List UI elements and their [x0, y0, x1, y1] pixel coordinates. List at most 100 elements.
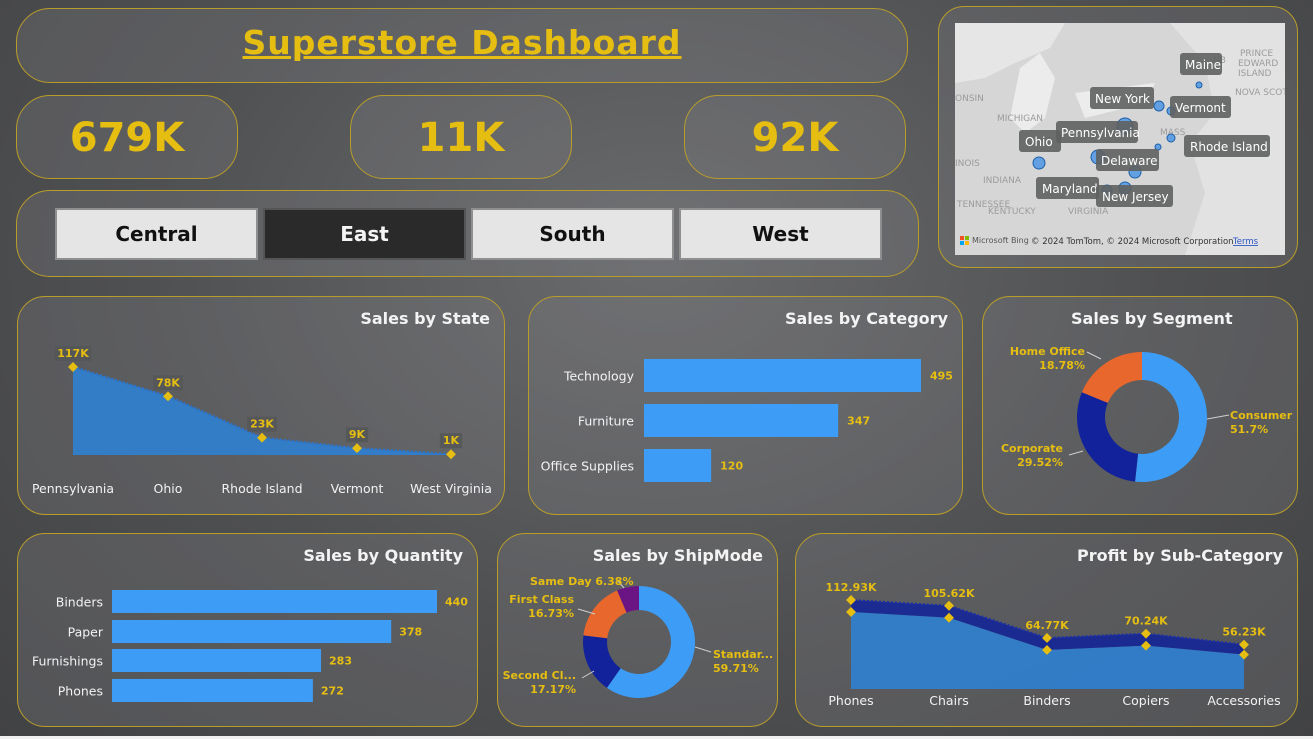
quantity-value-paper: 378: [399, 626, 422, 639]
state-area: [73, 367, 451, 455]
state-value-vermont-bg: [345, 427, 369, 443]
map-card: PRINCE EDWARD ISLAND NB NOVA SCOTI ONSIN…: [938, 6, 1298, 268]
quantity-bar-phones: [112, 679, 313, 702]
state-value-pennsylvania-bg: [54, 346, 92, 361]
quantity-value-phones: 272: [321, 685, 344, 698]
map-marker-maine[interactable]: [1195, 81, 1203, 89]
quantity-value-binders: 440: [445, 596, 468, 609]
quantity-bar-furnishings: [112, 649, 322, 672]
segment-label-corporate: Corporate: [1001, 442, 1063, 455]
map-marker-ohio[interactable]: [1032, 156, 1046, 170]
map-label-maryland-state: Maryland: [1042, 182, 1098, 196]
sales-by-category-title: Sales by Category: [784, 309, 948, 328]
region-button-east[interactable]: East: [263, 208, 466, 260]
quantity-label-furnishings: Furnishings: [32, 654, 103, 669]
sales-by-state-card: Sales by State 117K Pennsylvania 78K Ohio 23…: [17, 296, 505, 515]
map-label-new-york-state: New York: [1095, 92, 1150, 106]
profit-by-subcategory-title: Profit by Sub-Category: [1077, 546, 1283, 565]
map-lake-michigan: [1010, 53, 1055, 133]
segment-slice-consumer: [1135, 352, 1207, 482]
map-great-lakes-region: [955, 23, 1065, 83]
state-xlabel-ohio: Ohio: [154, 481, 183, 496]
map-label-virginia: VIRGINIA: [1068, 207, 1109, 217]
profit-xlabel-binders: Binders: [1023, 693, 1070, 708]
segment-value-corporate: 29.52%: [1017, 456, 1063, 469]
segment-value-home-office: 18.78%: [1039, 359, 1085, 372]
segment-leader-consumer: [1206, 414, 1230, 420]
map-attribution: © 2024 TomTom, © 2024 Microsoft Corporat…: [1031, 237, 1234, 247]
map-labels: Maine New York Vermont Pennsylvania Ohio…: [1019, 53, 1270, 207]
state-value-vermont: 9K: [349, 428, 366, 441]
profit-xlabel-phones: Phones: [828, 693, 873, 708]
map-label-edward: EDWARD: [1238, 59, 1278, 69]
region-button-south[interactable]: South: [471, 208, 674, 260]
state-xlabel-rhode-island: Rhode Island: [221, 481, 302, 496]
category-bar-furniture: [644, 404, 839, 437]
profit-point-lower-phones: [846, 607, 856, 617]
segment-slice-corporate: [1077, 392, 1139, 482]
shipmode-label-first: First Class: [509, 593, 574, 606]
map-visual[interactable]: PRINCE EDWARD ISLAND NB NOVA SCOTI ONSIN…: [955, 23, 1285, 255]
profit-xlabel-accessories: Accessories: [1207, 693, 1280, 708]
profit-point-upper-copiers: [1141, 628, 1151, 639]
profit-by-subcategory-chart[interactable]: 112.93K Phones 105.62K Chairs 64.77K Binders 7…: [796, 534, 1299, 728]
state-line: [72, 365, 452, 456]
map-terms-link[interactable]: Terms: [1232, 237, 1259, 247]
sales-by-shipmode-chart[interactable]: Standar...59.71% Second Cl...17.17% First …: [498, 534, 779, 728]
quantity-label-binders: Binders: [56, 595, 103, 610]
map-label-maine-state: Maine: [1185, 58, 1221, 72]
region-slicer: Central East South West: [16, 190, 919, 277]
profit-point-lower-copiers: [1141, 640, 1151, 651]
map-marker-rhode-island[interactable]: [1166, 133, 1176, 143]
map-label-delaware-state: Delaware: [1101, 154, 1158, 168]
category-value-office-supplies: 120: [720, 460, 743, 473]
quantity-value-furnishings: 283: [329, 655, 352, 668]
map-label-indiana: INDIANA: [983, 176, 1022, 186]
state-xlabel-west-virginia: West Virginia: [410, 481, 492, 496]
category-label-technology: Technology: [563, 369, 635, 384]
sales-by-category-chart[interactable]: Technology 495 Furniture 347 Office Supplies…: [529, 297, 964, 516]
profit-point-upper-accessories: [1239, 639, 1249, 650]
map-label-prince: PRINCE: [1240, 49, 1273, 59]
kpi-value-2: 11K: [417, 115, 505, 161]
map-label-tennessee: TENNESSEE: [956, 200, 1010, 210]
map-label-rhode-island-state: Rhode Island: [1190, 140, 1268, 154]
profit-point-upper-binders: [1042, 633, 1052, 643]
sales-by-quantity-chart[interactable]: Binders 440 Paper 378 Furnishings 283 Phones 27…: [18, 534, 479, 728]
state-point-west-virginia: [446, 449, 456, 460]
segment-leader-corporate: [1068, 450, 1084, 456]
region-button-west[interactable]: West: [679, 208, 882, 260]
map-bing-logo: [960, 236, 969, 245]
shipmode-value-standard: 59.71%: [713, 662, 759, 675]
sales-by-shipmode-card: Sales by ShipMode Standar... 59.71% Second…: [497, 533, 778, 727]
segment-value-consumer: 51.7%: [1230, 423, 1268, 436]
category-bar-office-supplies: [644, 449, 712, 482]
profit-xlabel-copiers: Copiers: [1122, 693, 1169, 708]
map-label-pennsylvania-state: Pennsylvania: [1061, 126, 1140, 140]
state-point-ohio: [163, 391, 173, 402]
bottom-page-strip: [0, 736, 1313, 739]
state-value-west-virginia-bg: [439, 433, 463, 449]
shipmode-label-second: Second Cl...: [503, 669, 576, 682]
profit-point-upper-chairs: [944, 600, 954, 611]
segment-leader-home-office: [1086, 351, 1102, 360]
map-label-island: ISLAND: [1238, 69, 1271, 79]
sales-by-state-title: Sales by State: [360, 309, 490, 328]
map-label-vermont-state: Vermont: [1175, 101, 1226, 115]
shipmode-label-same-day: Same Day 6.38%: [530, 575, 633, 588]
category-bar-technology: [644, 359, 921, 392]
state-value-rhode-island-bg: [247, 416, 277, 432]
region-button-central[interactable]: Central: [55, 208, 258, 260]
shipmode-label-standard: Standar...: [713, 648, 773, 661]
sales-by-state-chart[interactable]: 117K Pennsylvania 78K Ohio 23K Rhode Island 9K…: [18, 297, 506, 516]
shipmode-value-first: 16.73%: [528, 607, 574, 620]
sales-by-segment-card: Sales by Segment Consumer 51.7% Corporate 2…: [982, 296, 1298, 515]
shipmode-slice-same-day: [617, 586, 639, 613]
sales-by-segment-title: Sales by Segment: [1071, 309, 1233, 328]
map-marker-new-york[interactable]: [1153, 100, 1165, 112]
quantity-bar-binders: [112, 590, 437, 613]
kpi-card-3: 92K: [684, 95, 906, 179]
map-label-wisconsin: ONSIN: [955, 94, 984, 104]
kpi-value-3: 92K: [751, 115, 839, 161]
